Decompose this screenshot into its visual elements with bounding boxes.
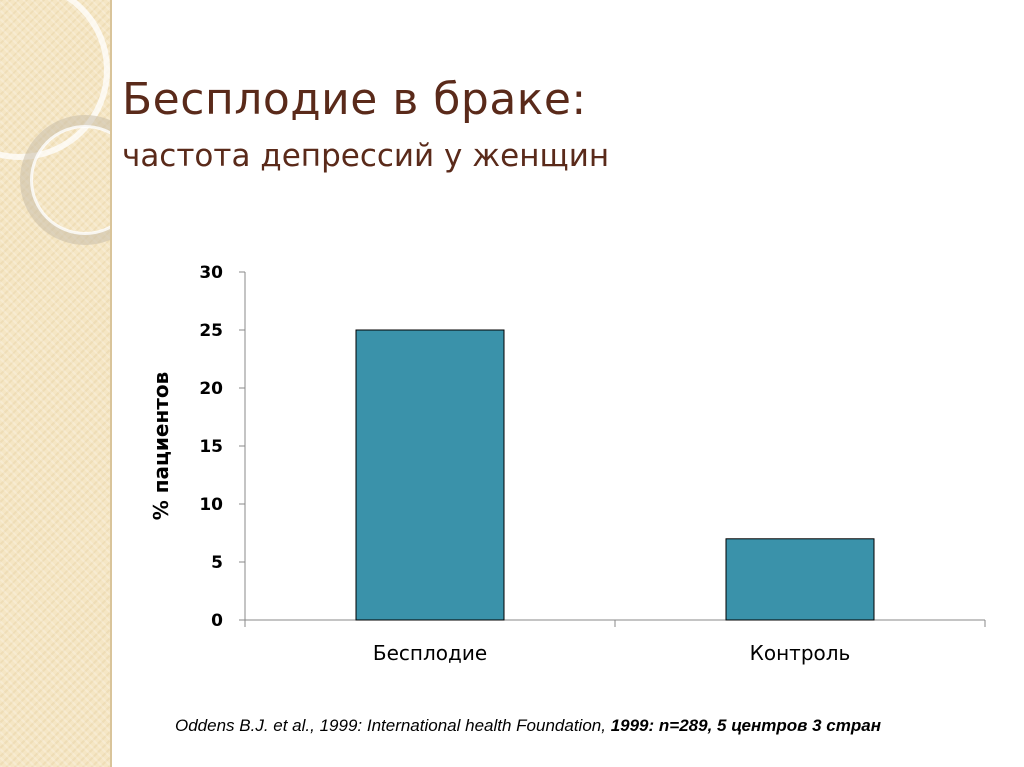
y-tick-label: 10 [199, 495, 223, 515]
sidebar-divider [110, 0, 112, 767]
source-citation-text: Oddens B.J. et al., 1999: International … [175, 716, 611, 735]
bar-infertility [355, 329, 505, 621]
x-tick-label: Бесплодие [373, 641, 487, 665]
slide-subtitle: частота депрессий у женщин [122, 138, 610, 174]
x-axis: Бесплодие Контроль [244, 619, 986, 665]
y-tick-label: 20 [199, 379, 223, 399]
bars [355, 329, 875, 621]
y-tick-label: 0 [211, 611, 223, 631]
decorative-sidebar [0, 0, 110, 767]
slide-title: Бесплодие в браке: [122, 74, 587, 125]
y-tick-label: 5 [211, 553, 223, 573]
y-axis-label: % пациентов [149, 372, 173, 521]
y-axis: 0 5 10 15 20 25 30 [199, 263, 246, 631]
y-tick-label: 25 [199, 321, 223, 341]
source-citation: Oddens B.J. et al., 1999: International … [175, 716, 1005, 736]
bar-control [725, 538, 875, 621]
y-tick-label: 30 [199, 263, 223, 283]
x-tick-label: Контроль [750, 641, 851, 665]
source-citation-sample: 1999: n=289, 5 центров 3 стран [610, 716, 881, 735]
y-tick-label: 15 [199, 437, 223, 457]
